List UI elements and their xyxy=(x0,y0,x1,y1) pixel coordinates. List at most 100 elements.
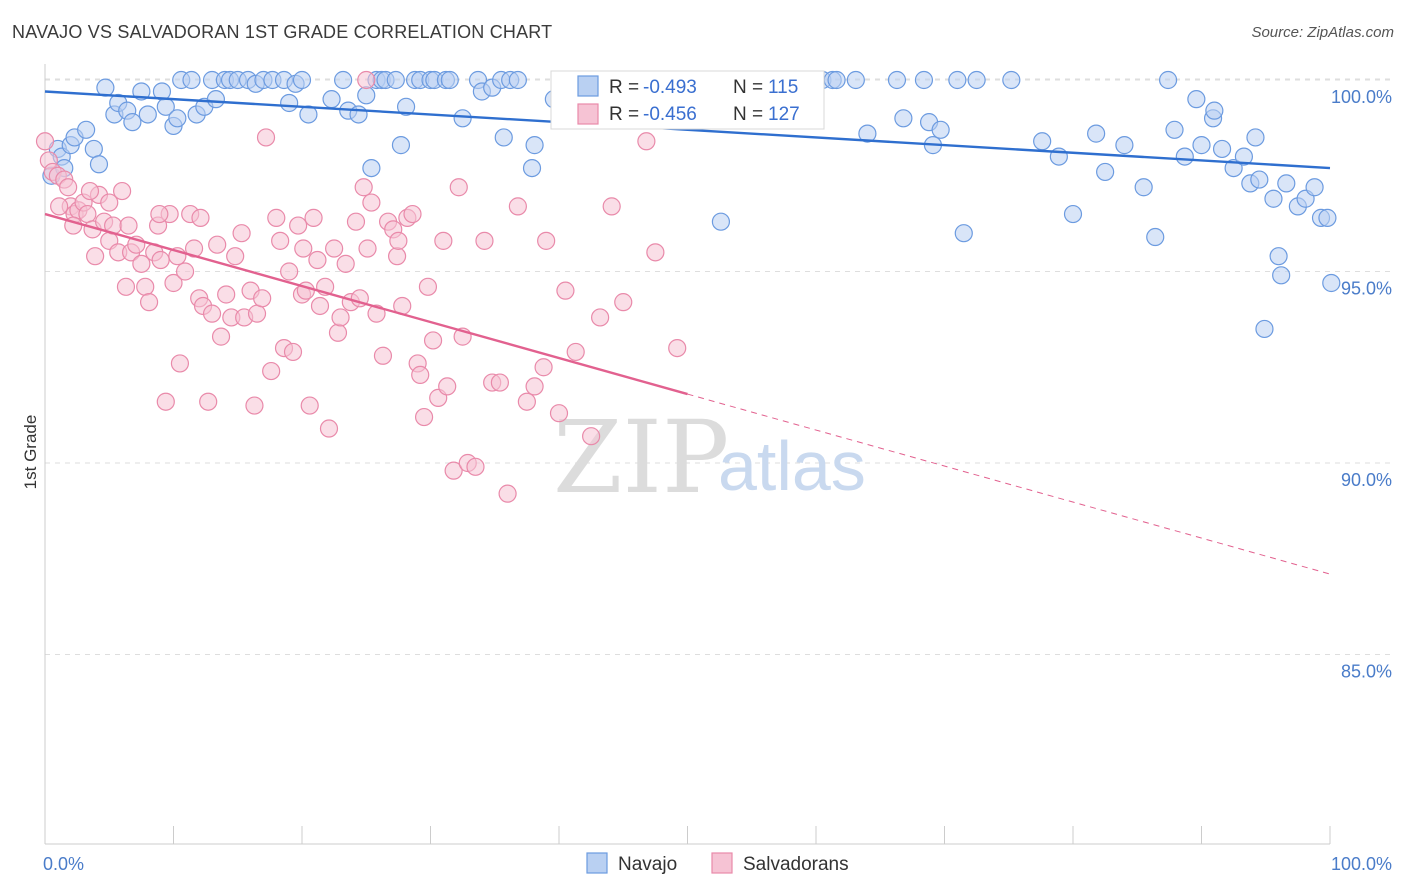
salvadoran-point xyxy=(217,285,236,304)
salvadoran-point xyxy=(449,178,468,197)
navajo-point xyxy=(138,105,157,124)
legend-n-value-navajo: 115 xyxy=(768,77,798,98)
salvadoran-point xyxy=(403,204,422,224)
salvadoran-point xyxy=(508,197,527,216)
navajo-point xyxy=(931,120,950,139)
salvadoran-point xyxy=(256,128,276,147)
salvadoran-point xyxy=(498,484,517,503)
salvadoran-point xyxy=(283,342,303,362)
salvadoran-point xyxy=(358,239,377,258)
salvadoran-point xyxy=(418,277,438,296)
navajo-point xyxy=(322,90,341,109)
salvadoran-point xyxy=(517,392,536,411)
navajo-point xyxy=(858,124,877,143)
legend-r-label-navajo: R = xyxy=(609,77,639,98)
navajo-point xyxy=(182,70,201,90)
navajo-point xyxy=(362,158,381,178)
salvadoran-point xyxy=(411,365,430,385)
salvadoran-point xyxy=(566,342,585,362)
salvadoran-point xyxy=(325,239,344,258)
navajo-point xyxy=(396,97,416,116)
salvadoran-point xyxy=(357,70,376,90)
navajo-point xyxy=(292,70,312,90)
y-tick-label: 90.0% xyxy=(1341,470,1392,490)
legend-swatch-salvadoran xyxy=(577,103,599,125)
navajo-point xyxy=(280,93,299,113)
salvadoran-point xyxy=(199,392,218,411)
legend-n-label-navajo: N = xyxy=(733,77,763,98)
salvadoran-point xyxy=(444,461,463,480)
salvadoran-point xyxy=(175,262,195,281)
salvadoran-point xyxy=(35,132,55,151)
navajo-point xyxy=(894,109,913,128)
salvadoran-point xyxy=(304,208,323,227)
navajo-point xyxy=(77,120,96,139)
x-tick-label-start: 0.0% xyxy=(43,854,84,874)
watermark-zip: ZIP xyxy=(553,399,729,516)
navajo-point xyxy=(1212,139,1232,159)
navajo-point xyxy=(357,86,376,105)
chart-source: Source: ZipAtlas.com xyxy=(1251,24,1394,41)
navajo-point xyxy=(1234,147,1254,166)
salvadoran-point xyxy=(136,277,155,296)
navajo-point xyxy=(1264,189,1283,208)
salvadoran-point xyxy=(164,273,183,293)
salvadoran-point xyxy=(253,289,272,308)
navajo-point xyxy=(453,109,472,128)
salvadoran-trend-extension xyxy=(687,393,1331,575)
legend-r-label-salvadoran: R = xyxy=(609,104,639,125)
navajo-point xyxy=(494,128,513,147)
salvadoran-point xyxy=(208,235,227,254)
salvadoran-point xyxy=(582,427,601,446)
chart-title: NAVAJO VS SALVADORAN 1ST GRADE CORRELATI… xyxy=(12,22,553,42)
navajo-point xyxy=(914,70,934,90)
navajo-point xyxy=(522,158,542,178)
navajo-point xyxy=(954,224,973,243)
salvadoran-point xyxy=(331,308,350,327)
navajo-point xyxy=(1002,70,1021,90)
correlation-legend: R = -0.493 N = 115 R = -0.456 N = 127 xyxy=(550,70,825,130)
salvadoran-point xyxy=(423,331,443,350)
y-tick-label: 100.0% xyxy=(1331,87,1392,107)
navajo-point xyxy=(1318,208,1337,227)
salvadoran-point xyxy=(466,457,485,476)
salvadoran-point xyxy=(308,250,327,270)
salvadoran-point xyxy=(434,231,453,250)
salvadoran-point xyxy=(637,132,656,151)
salvadoran-point xyxy=(262,361,281,381)
salvadoran-point xyxy=(602,197,621,216)
legend-swatch-navajo xyxy=(577,75,599,97)
salvadoran-point xyxy=(112,181,132,201)
navajo-point xyxy=(386,70,405,90)
salvadoran-point xyxy=(668,339,687,358)
trend-layer xyxy=(44,90,1331,575)
salvadoran-point xyxy=(151,250,170,270)
salvadoran-point xyxy=(226,247,245,266)
navajo-point xyxy=(1205,101,1224,120)
salvadoran-point xyxy=(646,243,665,262)
salvadoran-point xyxy=(170,354,190,373)
salvadoran-point xyxy=(150,204,169,224)
salvadoran-point xyxy=(50,197,69,216)
navajo-point xyxy=(1192,136,1211,155)
salvadoran-point xyxy=(362,193,381,212)
watermark-atlas: atlas xyxy=(718,427,866,505)
navajo-point xyxy=(1146,227,1165,247)
salvadoran-point xyxy=(202,304,222,323)
salvadoran-point xyxy=(78,204,97,224)
navajo-point xyxy=(711,212,731,231)
salvadoran-point xyxy=(100,193,119,212)
salvadoran-point xyxy=(373,346,393,365)
navajo-point xyxy=(391,136,411,155)
series-legend-label-salvadoran: Salvadorans xyxy=(743,854,849,875)
salvadoran-point xyxy=(80,181,100,201)
salvadoran-point xyxy=(438,377,457,396)
salvadoran-point xyxy=(156,392,175,411)
x-tick-label-end: 100.0% xyxy=(1331,854,1392,874)
salvadoran-point xyxy=(245,396,264,415)
navajo-point xyxy=(1158,70,1178,90)
series-legend-swatch-salvadoran xyxy=(711,852,733,874)
salvadoran-point xyxy=(549,404,569,423)
salvadoran-point xyxy=(537,231,556,250)
series-legend-swatch-navajo xyxy=(586,852,608,874)
